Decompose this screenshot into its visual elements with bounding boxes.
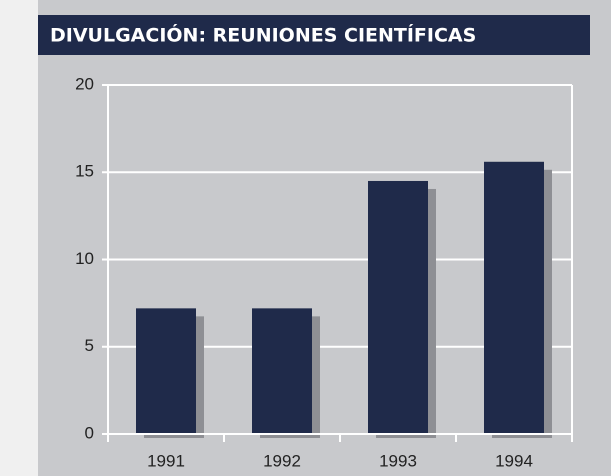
- y-tick-label: 10: [75, 249, 94, 268]
- y-tick-label: 15: [75, 162, 94, 181]
- bar: [252, 308, 312, 434]
- x-tick-label: 1991: [147, 451, 185, 470]
- bar: [368, 180, 428, 434]
- chart-title: DIVULGACIÓN: REUNIONES CIENTÍFICAS: [50, 23, 476, 47]
- x-tick-label: 1994: [495, 451, 533, 470]
- bar: [136, 308, 196, 434]
- y-tick-label: 0: [85, 423, 94, 442]
- y-tick-label: 5: [85, 336, 94, 355]
- x-tick-label: 1992: [263, 451, 301, 470]
- bar: [484, 161, 544, 434]
- y-tick-label: 20: [75, 74, 94, 93]
- title-bar: [38, 15, 590, 55]
- x-tick-label: 1993: [379, 451, 417, 470]
